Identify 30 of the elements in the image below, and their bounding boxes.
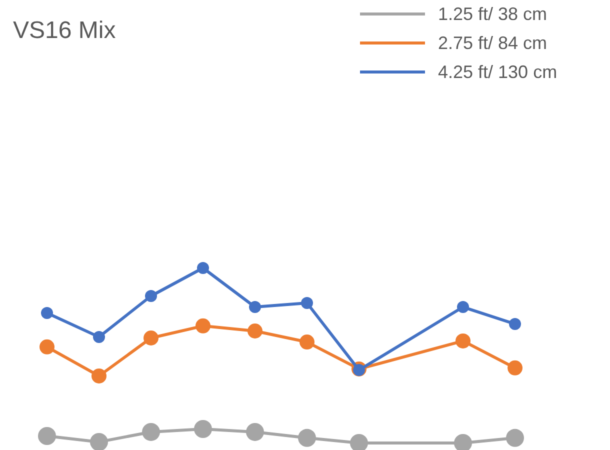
point	[248, 324, 262, 338]
point	[194, 420, 212, 438]
point	[142, 422, 160, 441]
point	[350, 434, 368, 450]
point	[144, 330, 158, 346]
point	[246, 422, 264, 441]
point	[92, 368, 106, 384]
point	[38, 427, 56, 445]
point	[145, 290, 157, 302]
point	[508, 360, 522, 376]
chart-title: VS16 Mix	[13, 17, 116, 44]
point	[506, 428, 524, 447]
point	[353, 364, 365, 376]
legend-label: 2.75 ft/ 84 cm	[438, 33, 548, 53]
legend-label: 1.25 ft/ 38 cm	[438, 4, 548, 24]
point	[93, 330, 105, 343]
point	[509, 318, 521, 330]
point	[457, 301, 469, 314]
point	[249, 301, 261, 314]
point	[41, 306, 53, 319]
point	[40, 339, 54, 354]
point	[454, 434, 472, 450]
point	[197, 262, 209, 274]
point	[301, 297, 313, 309]
point	[300, 334, 314, 350]
point	[90, 432, 108, 450]
point	[196, 318, 210, 334]
point	[298, 428, 316, 447]
legend-label: 4.25 ft/ 130 cm	[438, 62, 558, 82]
point	[456, 333, 470, 348]
